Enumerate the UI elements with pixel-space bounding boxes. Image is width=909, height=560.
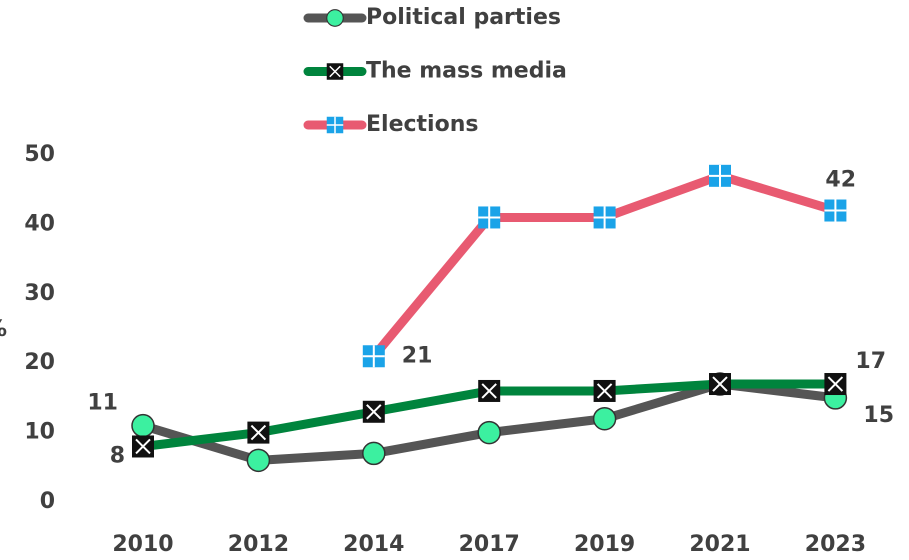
y-tick-label: 40 [24,211,55,236]
marker-glyph [709,164,731,187]
y-tick-label: 20 [24,350,55,375]
y-tick-label: 10 [24,420,55,445]
x-tick-label: 2023 [805,532,866,557]
marker-glyph [593,206,616,229]
legend-item: Political parties [303,5,561,30]
y-tick-label: 30 [24,281,55,306]
data-label: 11 [87,391,118,416]
marker-shape [362,441,386,466]
marker-glyph [827,376,844,392]
marker-shape [131,413,155,438]
data-point [246,448,271,473]
y-tick-label: 50 [24,142,55,167]
marker-glyph [596,383,613,399]
y-tick-label: 0 [40,489,55,514]
data-point [478,379,501,402]
data-label: 8 [110,443,125,468]
data-point [131,413,155,438]
data-point [709,164,731,187]
data-point [247,421,270,444]
legend-marker [326,63,344,80]
marker-shape [477,420,501,445]
x-tick-label: 2019 [574,532,635,557]
data-point [593,206,616,229]
marker-glyph [326,116,344,134]
marker-glyph [824,199,847,222]
legend-item: Elections [303,112,478,137]
marker-glyph [712,376,728,392]
marker-shape [592,406,617,431]
legend-label: Elections [366,112,478,137]
legend-label: Political parties [366,5,561,30]
data-point [593,379,616,402]
data-point [824,199,847,222]
x-tick-label: 2021 [689,532,750,557]
legend-item: The mass media [303,59,567,84]
marker-glyph [135,438,151,455]
x-tick-label: 2014 [343,532,404,557]
y-axis-label: % [0,317,7,342]
marker-glyph [481,383,497,399]
marker-shape [326,9,344,27]
legend-marker [326,116,344,134]
legend-marker [326,9,344,27]
data-point [477,420,501,445]
x-tick-label: 2010 [112,532,173,557]
data-point [709,373,731,396]
series-line [370,171,837,360]
x-tick-label: 2017 [459,532,520,557]
data-point [362,441,386,466]
x-tick-label: 2012 [228,532,289,557]
legend-label: The mass media [366,59,567,84]
marker-glyph [329,65,341,78]
marker-shape [246,448,271,473]
marker-glyph [250,424,267,441]
data-point [132,435,154,458]
data-label: 15 [863,403,894,428]
data-label: 17 [855,349,886,374]
data-point [362,345,385,368]
data-point [592,406,617,431]
marker-glyph [362,345,385,368]
marker-glyph [478,206,501,229]
data-point [478,206,501,229]
data-label: 42 [825,168,856,193]
data-point [362,400,385,423]
data-point [824,373,847,396]
data-label: 21 [402,343,433,368]
marker-glyph [366,404,382,420]
